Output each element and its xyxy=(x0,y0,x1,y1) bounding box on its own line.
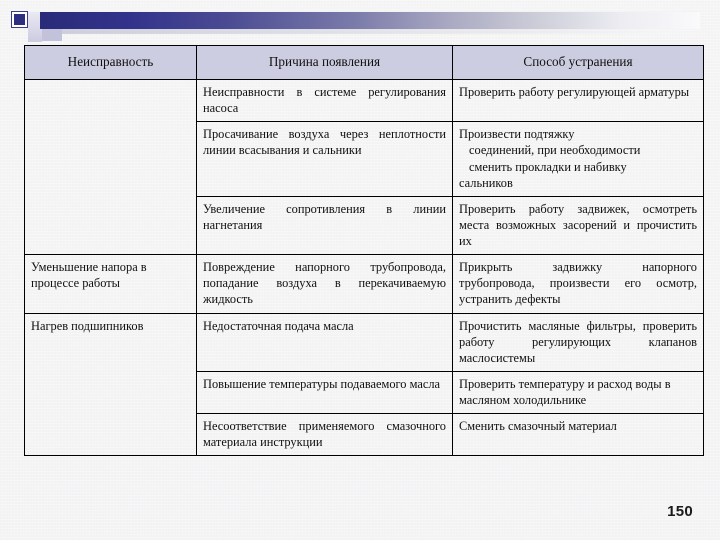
remedy-line-1: Произвести подтяжку xyxy=(459,127,575,142)
table-row: Просачивание воздуха через неплотности л… xyxy=(25,121,704,197)
cell-cause: Несоответствие применяемого смазочного м… xyxy=(196,413,453,457)
page-number: 150 xyxy=(667,503,693,520)
column-header-fault: Неисправность xyxy=(24,45,197,80)
column-header-remedy: Способ устранения xyxy=(452,45,704,80)
cell-remedy: Произвести подтяжку соединений, при необ… xyxy=(452,121,704,197)
fault-troubleshooting-table: Неисправность Причина появления Способ у… xyxy=(24,45,704,457)
decoration-light-block-3 xyxy=(42,29,62,41)
table-body: Неисправности в системе регулирования на… xyxy=(24,78,704,457)
slide-decoration-banner xyxy=(0,0,720,46)
cell-fault: Уменьшение напора в процессе работы xyxy=(24,254,197,314)
cell-remedy: Прочистить масляные фильтры, проверить р… xyxy=(452,312,704,372)
table-row: Повышение температуры подаваемого масла … xyxy=(25,370,704,415)
table-header-row: Неисправность Причина появления Способ у… xyxy=(24,45,704,80)
decoration-gradient-bar xyxy=(40,12,700,29)
decoration-light-block-1 xyxy=(28,12,42,42)
remedy-line-2: соединений, при необходимости xyxy=(469,143,641,158)
table-row: Неисправности в системе регулирования на… xyxy=(24,78,704,256)
cell-remedy: Сменить смазочный материал xyxy=(452,413,704,457)
table-row: Уменьшение напора в процессе работы Повр… xyxy=(24,254,704,314)
cell-cause: Повреждение напорного трубопровода, попа… xyxy=(196,254,453,314)
cell-fault: Нагрев подшипников xyxy=(24,312,197,457)
table-row: Несоответствие применяемого смазочного м… xyxy=(25,413,704,457)
column-header-cause: Причина появления xyxy=(196,45,453,80)
cell-cause: Недостаточная подача масла xyxy=(196,312,453,372)
cell-cause: Повышение температуры подаваемого масла xyxy=(196,370,453,415)
remedy-line-4: сальников xyxy=(459,175,513,190)
remedy-line-3: сменить прокладки и набивку xyxy=(469,159,627,174)
decoration-bar-shadow xyxy=(62,29,660,34)
decoration-square-fill xyxy=(14,14,25,25)
cell-remedy: Проверить работу регулирующей арматуры xyxy=(452,78,704,123)
cell-cause: Увеличение сопротивления в линии нагнета… xyxy=(196,195,453,256)
cell-cause: Просачивание воздуха через неплотности л… xyxy=(196,121,453,197)
cell-remedy: Проверить работу задвижек, осмотреть мес… xyxy=(452,195,704,256)
cell-fault-group-1 xyxy=(24,78,197,256)
cell-remedy: Прикрыть задвижку напорного трубопровода… xyxy=(452,254,704,314)
cell-cause: Неисправности в системе регулирования на… xyxy=(196,78,453,123)
cell-remedy: Проверить температуру и расход воды в ма… xyxy=(452,370,704,415)
table-row: Нагрев подшипников Недостаточная подача … xyxy=(24,312,704,457)
